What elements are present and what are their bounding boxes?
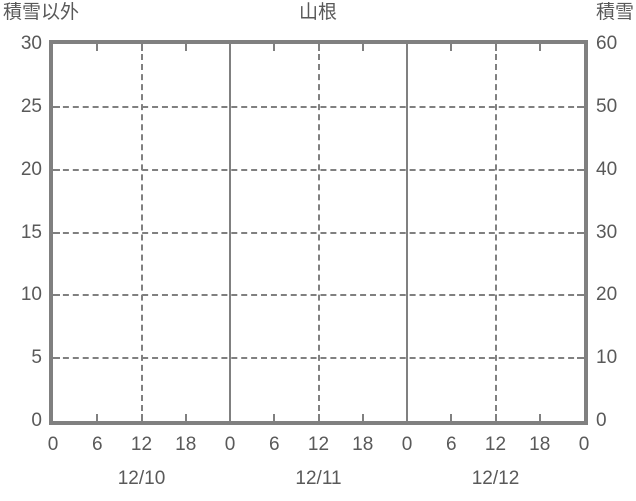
x-axis-tick-label: 6 [445,434,457,455]
tick-mark-left [53,105,60,108]
plot-inner [53,44,584,421]
tick-mark-left [53,357,60,360]
gridline-vertical [317,44,320,421]
left-axis-tick-label: 15 [20,221,42,243]
x-axis-tick-label: 0 [401,434,413,455]
tick-mark-bottom [184,414,187,421]
tick-mark-top [317,44,320,51]
x-axis-day-label: 12/11 [295,468,342,489]
plot-area [49,40,588,425]
right-axis-tick-label: 60 [596,33,618,54]
x-axis-tick-label: 12 [307,434,330,455]
tick-mark-bottom [229,414,231,421]
right-axis-tick-label: 40 [596,158,618,180]
x-axis-tick-label: 18 [175,434,197,455]
tick-mark-top [140,44,143,51]
tick-mark-right [577,231,584,234]
left-axis-tick-label: 0 [31,410,42,431]
x-axis-tick-label: 18 [529,434,551,455]
gridline-vertical [494,44,497,421]
left-axis-tick-label: 10 [20,284,42,306]
tick-mark-top [361,44,364,51]
x-axis-tick-label: 12 [130,434,153,455]
x-axis-tick-label: 0 [47,434,59,455]
x-axis-tick-label: 18 [352,434,374,455]
x-axis-tick-label: 6 [268,434,280,455]
tick-mark-left [53,294,60,297]
tick-mark-top [229,44,231,51]
tick-mark-right [577,168,584,171]
gridline-day-boundary [229,44,231,421]
x-axis-tick-label: 12 [484,434,507,455]
tick-mark-top [184,44,187,51]
tick-mark-top [273,44,276,51]
tick-mark-bottom [450,414,453,421]
left-axis-tick-label: 30 [20,33,42,54]
gridline-vertical [140,44,143,421]
tick-mark-top [406,44,408,51]
tick-mark-bottom [361,414,364,421]
tick-mark-bottom [317,414,320,421]
x-axis-tick-label: 0 [224,434,236,455]
right-axis-tick-label: 0 [596,410,607,431]
right-axis-title: 積雪 [595,2,634,23]
tick-mark-top [494,44,497,51]
right-axis-tick-label: 10 [596,347,618,369]
left-axis-tick-label: 25 [20,95,42,117]
tick-mark-top [96,44,99,51]
left-axis-title: 積雪以外 [3,2,80,23]
right-axis-tick-label: 30 [596,221,618,243]
tick-mark-bottom [96,414,99,421]
chart-title: 山根 [298,2,337,23]
x-axis-tick-label: 0 [578,434,590,455]
tick-mark-bottom [273,414,276,421]
x-axis-tick-label: 6 [91,434,103,455]
tick-mark-right [577,357,584,360]
tick-mark-bottom [494,414,497,421]
right-axis-tick-label: 50 [596,95,618,117]
left-axis-tick-label: 20 [20,158,42,180]
x-axis-day-label: 12/12 [471,468,520,489]
left-axis-tick-label: 5 [31,347,42,369]
tick-mark-right [577,294,584,297]
tick-mark-top [450,44,453,51]
right-axis-tick-label: 20 [596,284,618,306]
tick-mark-right [577,105,584,108]
gridline-day-boundary [406,44,408,421]
tick-mark-bottom [140,414,143,421]
tick-mark-left [53,231,60,234]
tick-mark-bottom [406,414,408,421]
tick-mark-bottom [538,414,541,421]
tick-mark-left [53,168,60,171]
x-axis-day-label: 12/10 [117,468,166,489]
tick-mark-top [538,44,541,51]
